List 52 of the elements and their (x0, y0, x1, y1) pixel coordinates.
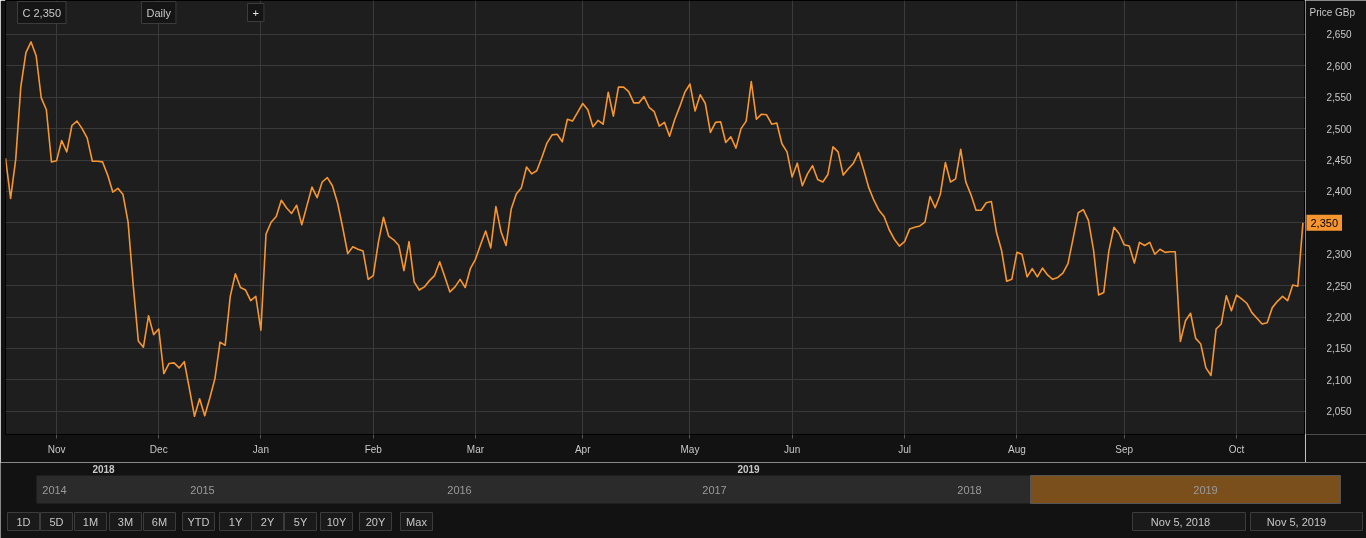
x-tick-label: May (680, 443, 700, 455)
text: 2019 (1193, 483, 1218, 496)
y-tick-label: 2,600 (1326, 60, 1352, 72)
text: 1Y (228, 515, 243, 528)
annotation: + (252, 6, 259, 19)
data-label: 2,350 (1310, 216, 1339, 229)
text: YTD (187, 515, 210, 528)
text: 2014 (42, 483, 67, 496)
y-tick-label: 2,200 (1326, 312, 1352, 324)
x-tick-label: Jun (784, 443, 801, 455)
x-tick-label: Dec (149, 443, 168, 455)
y-tick-label: 2,650 (1326, 29, 1352, 41)
text: 20Y (365, 515, 386, 528)
y-tick-label: 2,550 (1326, 92, 1352, 104)
y-tick-label: 2,150 (1326, 343, 1352, 355)
text: Max (406, 515, 428, 528)
x-tick-label: Feb (364, 443, 383, 455)
x-tick-label: Apr (574, 443, 592, 455)
y-tick-label: 2,100 (1326, 374, 1352, 386)
text: 1M (82, 515, 99, 528)
line-series (5, 41, 1304, 418)
text: 5D (49, 515, 64, 528)
y-tick-label: 2,250 (1326, 280, 1352, 292)
text: 2017 (702, 483, 727, 496)
y-tick-label: 2,300 (1326, 249, 1352, 261)
x-tick-label: Nov (47, 443, 66, 455)
text: Nov 5, 2019 (1266, 515, 1327, 528)
text: 2018 (957, 483, 982, 496)
annotation: Daily (146, 6, 172, 19)
text: 1D (16, 515, 31, 528)
text: 2015 (190, 483, 215, 496)
y-tick-label: 2,400 (1326, 186, 1352, 198)
x-tick-label: Jan (252, 443, 269, 455)
y-axis-title: Price GBp (1309, 6, 1356, 18)
text: Nov 5, 2018 (1150, 515, 1211, 528)
x-tick-label: Jul (898, 443, 911, 455)
x-tick-label: Aug (1008, 443, 1026, 455)
y-tick-label: 2,050 (1326, 406, 1352, 418)
text: 2019 (737, 463, 761, 475)
x-tick-label: Sep (1115, 443, 1134, 455)
text: 10Y (326, 515, 347, 528)
text: 2018 (92, 463, 116, 475)
text: 3M (117, 515, 134, 528)
text: 2Y (260, 515, 275, 528)
y-tick-label: 2,450 (1326, 155, 1352, 167)
text: 6M (151, 515, 168, 528)
x-tick-label: Mar (466, 443, 485, 455)
text: 2016 (447, 483, 472, 496)
annotation: C 2,350 (22, 6, 62, 19)
x-tick-label: Oct (1228, 443, 1245, 455)
y-tick-label: 2,500 (1326, 123, 1352, 135)
text: 5Y (293, 515, 308, 528)
